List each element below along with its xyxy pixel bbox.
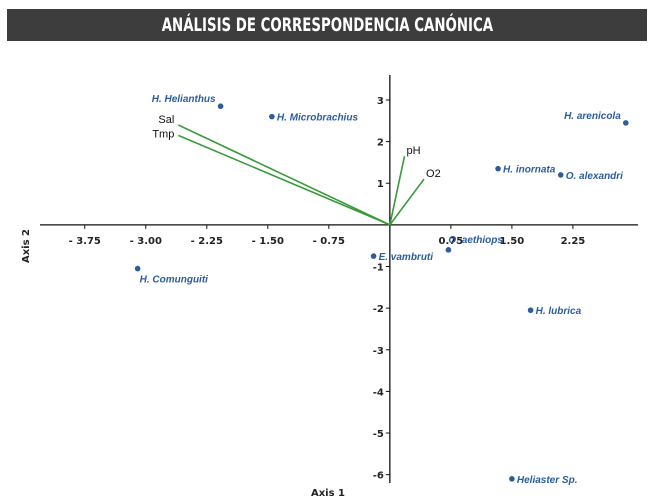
point-label-h-inornata: H. inornata: [503, 165, 556, 176]
point-h-microbrachius: [269, 113, 275, 120]
point-label-h-arenicola: H. arenicola: [564, 111, 621, 122]
chart-title: ANÁLISIS DE CORRESPONDENCIA CANÓNICA: [7, 9, 647, 41]
y-tick-label: -2: [373, 304, 384, 315]
vector-tmp: [178, 134, 391, 226]
point-label-heliaster-sp: Heliaster Sp.: [517, 475, 578, 486]
x-tick-label: 0.75: [439, 236, 464, 247]
y-tick-label: 1: [377, 179, 384, 190]
point-h-lubrica: [527, 307, 534, 314]
point-label-h-lubrica: H. lubrica: [536, 306, 582, 317]
point-h-inornata: [495, 165, 501, 172]
y-axis-title: Axis 2: [21, 229, 32, 263]
y-tick-label: -5: [373, 429, 384, 440]
x-axis-title: Axis 1: [311, 488, 345, 499]
x-tick-label: - 3.00: [130, 236, 162, 247]
y-tick-label: -4: [373, 387, 384, 398]
point-o-alexandri: [557, 172, 564, 178]
point-label-o-alexandri: O. alexandri: [566, 171, 623, 182]
vector-label-sal: Sal: [158, 114, 174, 126]
point-label-h-microbrachius: H. Microbrachius: [277, 113, 359, 124]
vector-label-ph: pH: [406, 145, 420, 157]
vector-label-tmp: Tmp: [152, 128, 174, 140]
y-tick-label: -1: [373, 263, 384, 274]
y-tick-label: -3: [373, 346, 384, 357]
point-h-helianthus: [217, 103, 224, 110]
x-tick-label: - 3.75: [69, 236, 101, 247]
y-tick-label: -6: [373, 471, 384, 482]
point-label-h-helianthus: H. Helianthus: [152, 94, 216, 105]
point-o-aethiops: [445, 247, 452, 253]
point-h-arenicola: [622, 120, 629, 126]
point-e-vambruti: [370, 253, 377, 259]
chart-title-text: ANÁLISIS DE CORRESPONDENCIA CANÓNICA: [161, 14, 493, 36]
y-tick-label: 2: [377, 138, 384, 149]
x-tick-label: 1.50: [500, 236, 525, 247]
vector-sal: [177, 124, 391, 226]
x-tick-label: - 1.50: [252, 236, 284, 247]
point-label-e-vambruti: E. vambruti: [379, 252, 434, 263]
point-h-comunguiti: [134, 265, 141, 272]
x-tick-label: - 0.75: [313, 236, 345, 247]
vectors: Sal Tmp pH O2: [152, 114, 441, 226]
x-tick-label: 2.25: [561, 236, 586, 247]
point-heliaster-sp: [509, 476, 515, 482]
points: H. Helianthus H. Microbrachius H. arenicol…: [134, 94, 629, 486]
vector-label-o2: O2: [426, 168, 441, 180]
y-tick-label: 3: [377, 96, 384, 107]
vector-ph: [389, 156, 406, 226]
vector-o2: [389, 178, 425, 226]
axes: - 3.75 - 3.00 - 2.25 - 1.50 - 0.75 0.75 1.50 2.…: [40, 75, 638, 483]
point-label-h-comunguiti: H. Comunguiti: [140, 275, 209, 286]
x-tick-label: - 2.25: [191, 236, 223, 247]
point-label-o-aethiops: O. aethiops: [448, 235, 503, 246]
